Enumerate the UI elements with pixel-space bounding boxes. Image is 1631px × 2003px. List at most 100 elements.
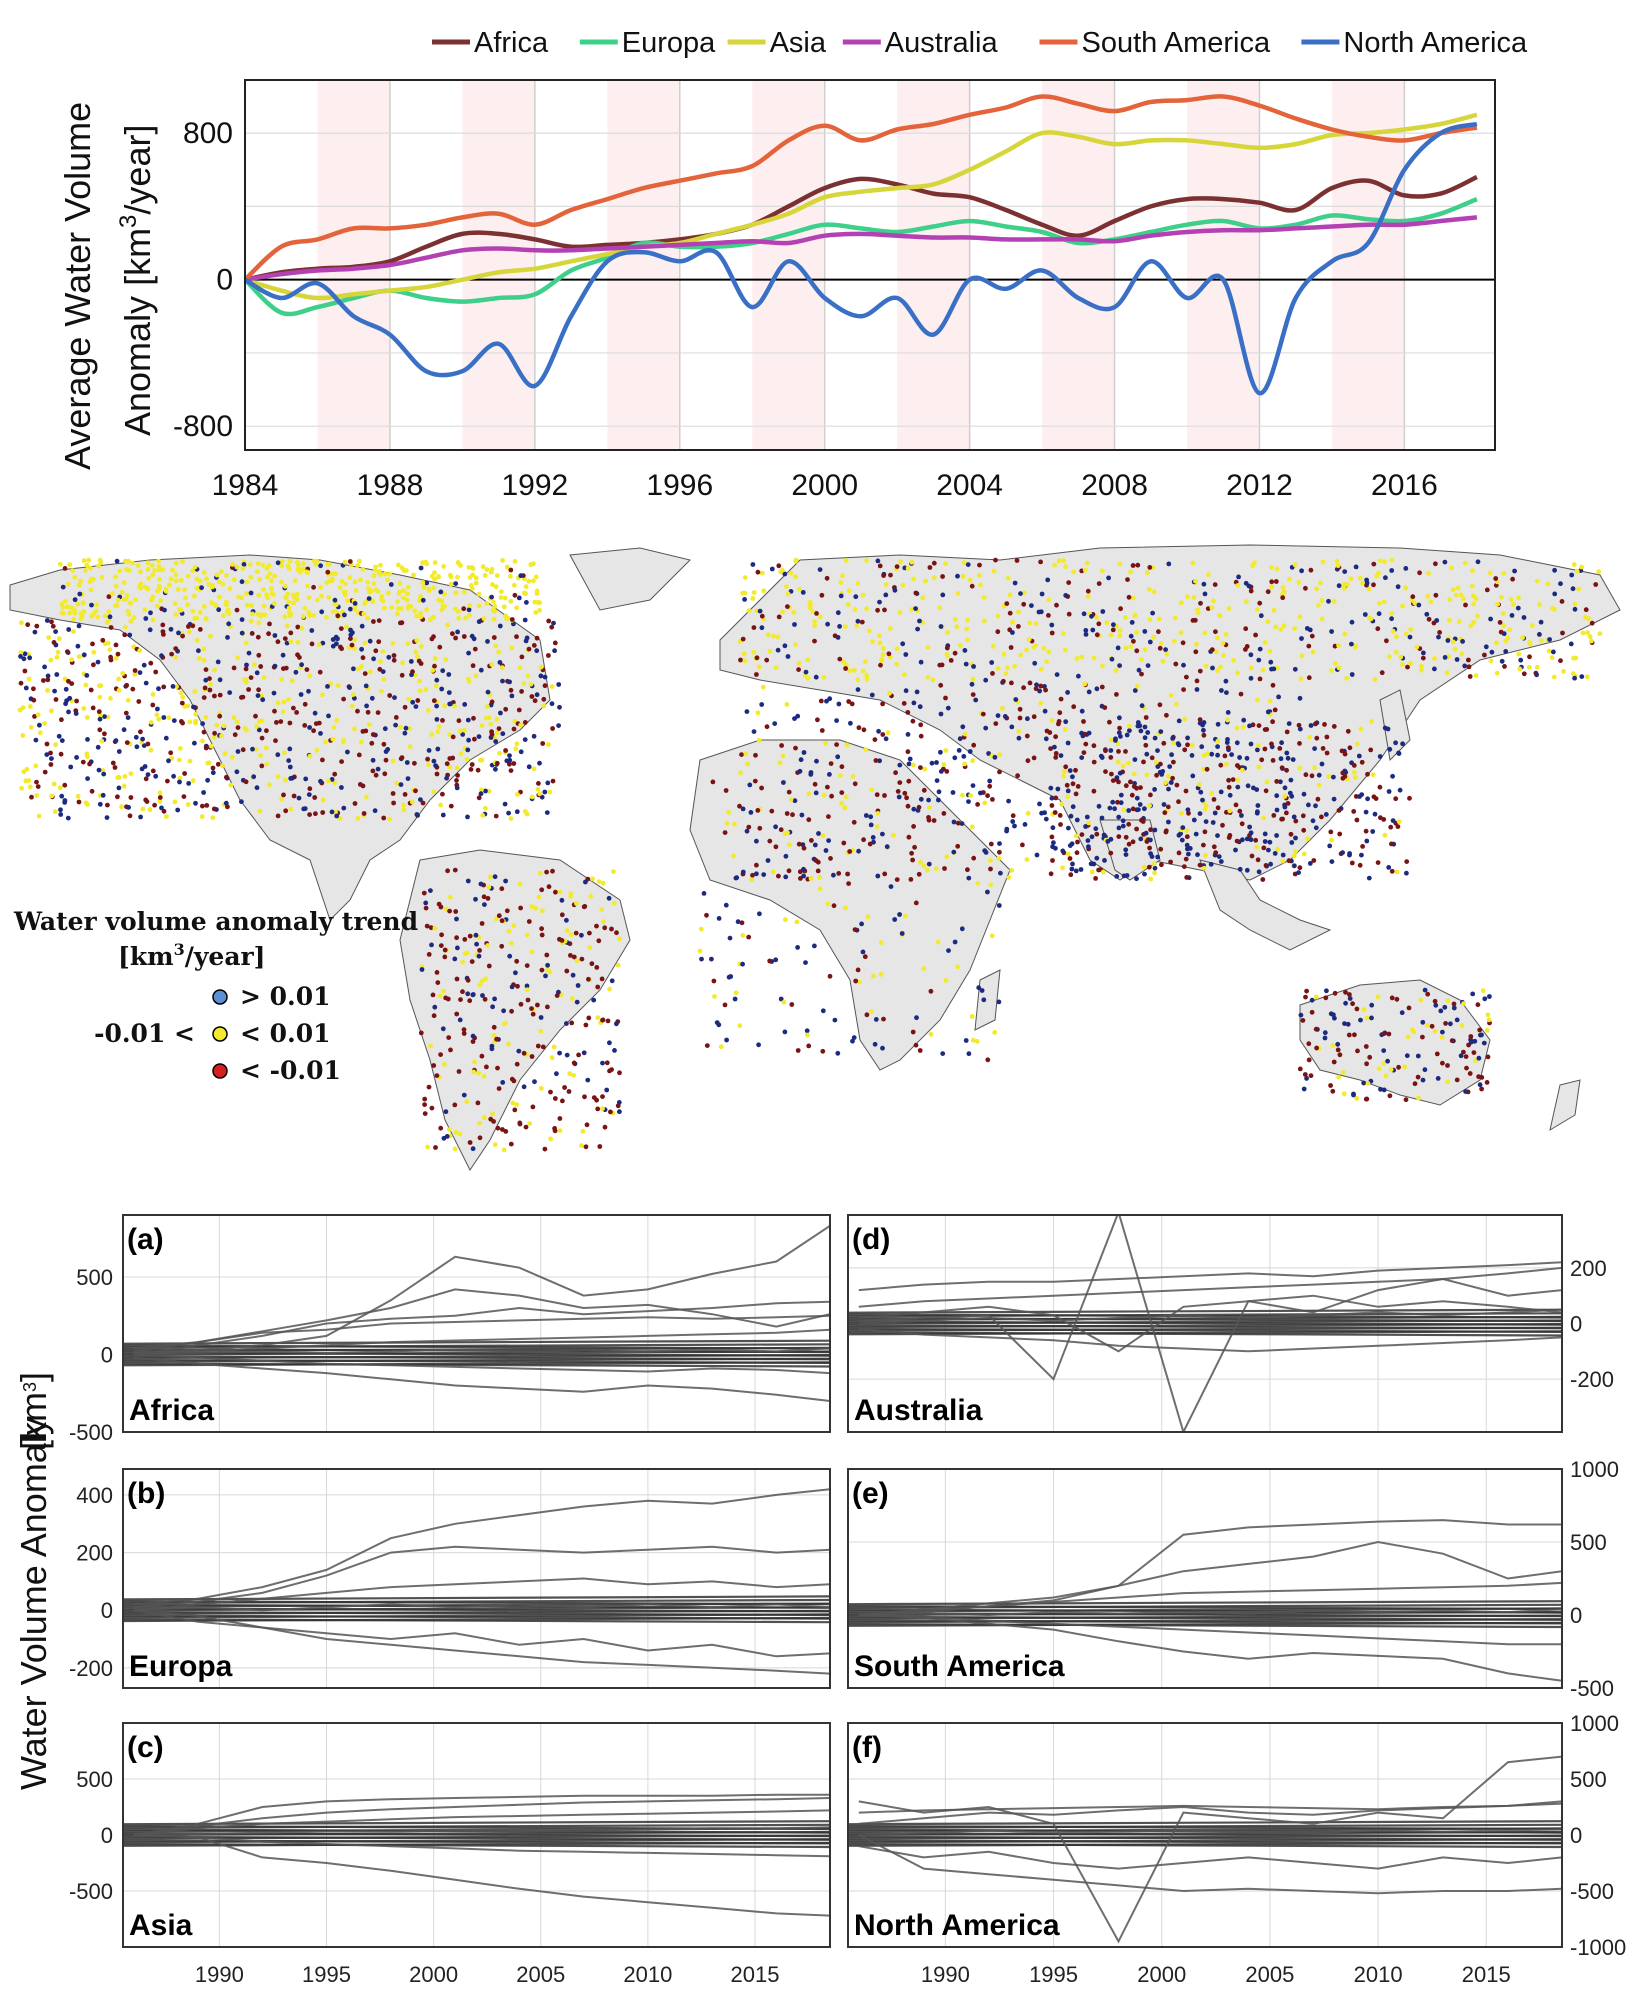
x-tick-2004: 2004	[936, 469, 1003, 500]
anomaly-dot	[414, 638, 420, 643]
anomaly-dot	[266, 631, 271, 637]
anomaly-dot	[150, 768, 156, 774]
anomaly-dot	[1213, 629, 1218, 635]
anomaly-dot	[130, 686, 136, 692]
anomaly-dot	[601, 919, 606, 925]
anomaly-dot	[1173, 661, 1179, 667]
anomaly-dot	[436, 574, 441, 579]
anomaly-dot	[339, 578, 345, 584]
anomaly-dot	[393, 715, 399, 720]
anomaly-dot	[272, 633, 278, 638]
anomaly-dot	[1052, 562, 1057, 568]
land-madagascar	[974, 969, 1001, 1031]
anomaly-dot	[508, 940, 514, 946]
anomaly-dot	[217, 692, 223, 698]
anomaly-dot	[1475, 613, 1480, 619]
anomaly-dot	[132, 668, 138, 673]
anomaly-dot	[506, 928, 512, 934]
anomaly-dot	[210, 584, 216, 590]
anomaly-dot	[295, 639, 301, 645]
anomaly-dot	[318, 563, 323, 569]
anomaly-dot	[1545, 581, 1551, 587]
anomaly-dot	[1390, 628, 1396, 634]
y-axis-label-line2: Anomaly [km3/year]	[115, 125, 158, 436]
anomaly-dot	[196, 648, 201, 654]
anomaly-dot	[880, 652, 886, 658]
anomaly-dot	[1462, 663, 1468, 669]
anomaly-dot	[511, 621, 516, 627]
anomaly-dot	[81, 558, 87, 564]
anomaly-dot	[415, 698, 421, 703]
anomaly-dot	[307, 753, 313, 759]
anomaly-dot	[373, 567, 378, 573]
anomaly-dot	[515, 983, 520, 989]
anomaly-dot	[791, 610, 797, 615]
anomaly-dot	[442, 1062, 447, 1067]
anomaly-dot	[531, 643, 537, 648]
anomaly-dot	[500, 1127, 505, 1132]
anomaly-dot	[84, 673, 90, 678]
panel-region-label: South America	[854, 1650, 1065, 1683]
series-line-north-america	[243, 121, 1478, 396]
anomaly-dot	[304, 667, 310, 672]
anomaly-dot	[426, 762, 431, 768]
anomaly-dot	[431, 698, 437, 704]
anomaly-dot	[609, 978, 615, 984]
anomaly-dot	[589, 961, 595, 967]
anomaly-dot	[1227, 792, 1233, 798]
anomaly-dot	[299, 662, 304, 668]
anomaly-dot	[522, 590, 527, 596]
anomaly-dot	[600, 1106, 605, 1111]
anomaly-dot	[348, 636, 353, 641]
anomaly-dot	[917, 704, 923, 710]
anomaly-dot	[1120, 763, 1126, 769]
anomaly-dot	[1213, 649, 1219, 655]
anomaly-dot	[937, 605, 943, 611]
anomaly-dot	[550, 778, 556, 784]
anomaly-dot	[1273, 579, 1279, 584]
anomaly-dot	[473, 575, 479, 581]
anomaly-dot	[1366, 586, 1372, 592]
anomaly-dot	[440, 1026, 446, 1032]
anomaly-dot	[492, 735, 497, 741]
anomaly-dot	[21, 656, 27, 662]
anomaly-dot	[159, 653, 164, 659]
anomaly-dot	[35, 712, 41, 718]
anomaly-dot	[254, 724, 260, 729]
anomaly-dot	[742, 575, 748, 580]
anomaly-dot	[775, 647, 781, 653]
anomaly-dot	[1012, 580, 1018, 586]
anomaly-dot	[376, 639, 382, 645]
anomaly-dot	[1389, 611, 1395, 616]
anomaly-dot	[1079, 568, 1085, 574]
anomaly-dot	[585, 1077, 591, 1083]
anomaly-dot	[420, 560, 425, 566]
anomaly-dot	[545, 962, 550, 968]
anomaly-dot	[72, 574, 78, 580]
anomaly-dot	[530, 1011, 536, 1017]
anomaly-dot	[429, 573, 435, 579]
anomaly-dot	[190, 623, 196, 629]
anomaly-dot	[278, 719, 284, 724]
anomaly-dot	[1066, 611, 1072, 617]
anomaly-dot	[391, 657, 397, 663]
anomaly-dot	[1215, 668, 1220, 673]
anomaly-dot	[879, 657, 885, 662]
anomaly-dot	[452, 867, 458, 873]
anomaly-dot	[1501, 571, 1507, 576]
anomaly-dot	[1521, 671, 1527, 677]
anomaly-dot	[454, 1011, 460, 1017]
anomaly-dot	[1572, 675, 1577, 681]
anomaly-dot	[434, 717, 440, 722]
anomaly-dot	[1400, 662, 1405, 667]
anomaly-dot	[106, 594, 112, 600]
anomaly-dot	[455, 629, 460, 635]
anomaly-dot	[1280, 595, 1286, 601]
anomaly-dot	[1344, 675, 1350, 681]
anomaly-dot	[1442, 559, 1448, 565]
anomaly-dot	[445, 868, 450, 874]
anomaly-dot	[786, 789, 792, 795]
anomaly-dot	[527, 1121, 532, 1126]
anomaly-dot	[556, 682, 562, 687]
anomaly-dot	[102, 714, 107, 719]
